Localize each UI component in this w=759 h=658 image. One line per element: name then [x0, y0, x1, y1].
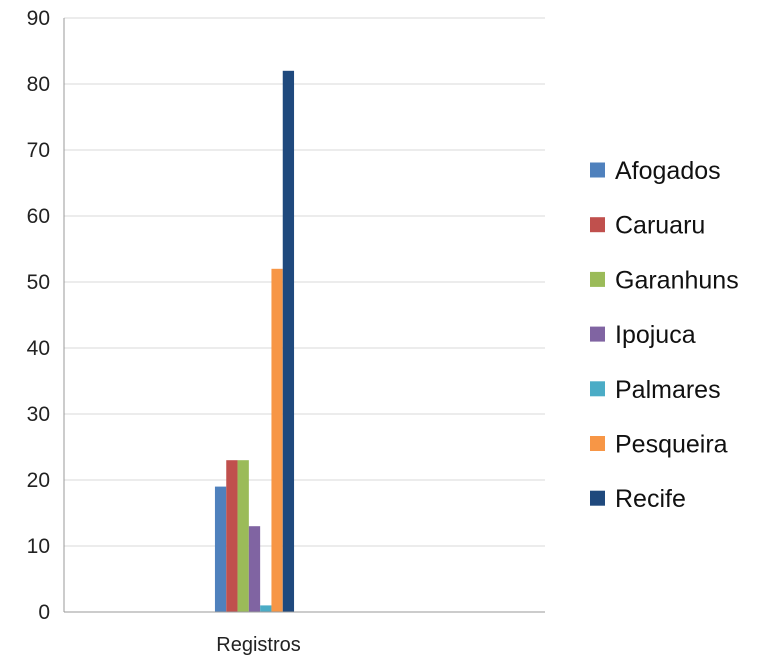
- legend: Afogados Caruaru Garanhuns Ipojuca Palmares P…: [590, 157, 739, 513]
- legend-label: Caruaru: [615, 212, 705, 240]
- bar-recife: [282, 70, 295, 613]
- y-tick-label: 60: [27, 205, 50, 228]
- y-tick-label: 30: [27, 403, 50, 426]
- x-axis-category-labels: Registros: [216, 634, 300, 656]
- bar-palmares: [260, 605, 272, 612]
- legend-swatch: [590, 326, 605, 342]
- legend-label: Pesqueira: [615, 431, 728, 459]
- x-category-label: Registros: [216, 634, 300, 656]
- bar-pesqueira: [271, 268, 283, 612]
- legend-item-pesqueira: Pesqueira: [590, 431, 728, 459]
- legend-swatch: [590, 271, 605, 287]
- legend-swatch: [590, 436, 605, 451]
- legend-item-ipojuca: Ipojuca: [590, 321, 696, 349]
- legend-label: Recife: [615, 485, 686, 513]
- legend-item-recife: Recife: [590, 485, 686, 513]
- y-tick-label: 50: [27, 271, 50, 294]
- y-tick-label: 80: [27, 73, 50, 96]
- y-tick-label: 20: [27, 469, 50, 492]
- legend-label: Afogados: [615, 157, 721, 185]
- y-tick-label: 70: [27, 139, 50, 162]
- legend-label: Garanhuns: [615, 266, 739, 294]
- legend-swatch: [590, 217, 605, 233]
- legend-swatch: [590, 490, 605, 506]
- y-tick-label: 0: [38, 601, 50, 624]
- bar-garanhuns: [237, 460, 249, 612]
- y-axis-tick-labels: 0 10 20 30 40 50 60 70 80 90: [27, 7, 50, 624]
- legend-label: Palmares: [615, 376, 721, 404]
- legend-item-afogados: Afogados: [590, 157, 721, 185]
- bar-ipojuca: [248, 526, 261, 612]
- legend-swatch: [590, 162, 605, 178]
- legend-swatch: [590, 381, 605, 397]
- bar-afogados: [214, 486, 227, 612]
- legend-item-garanhuns: Garanhuns: [590, 266, 739, 294]
- legend-item-caruaru: Caruaru: [590, 212, 705, 240]
- legend-label: Ipojuca: [615, 321, 696, 349]
- legend-item-palmares: Palmares: [590, 376, 721, 404]
- y-tick-label: 40: [27, 337, 50, 360]
- bar-caruaru: [226, 460, 238, 612]
- gridlines: [64, 17, 545, 547]
- y-tick-label: 90: [27, 7, 50, 30]
- bars: [214, 70, 295, 613]
- y-tick-label: 10: [27, 535, 50, 558]
